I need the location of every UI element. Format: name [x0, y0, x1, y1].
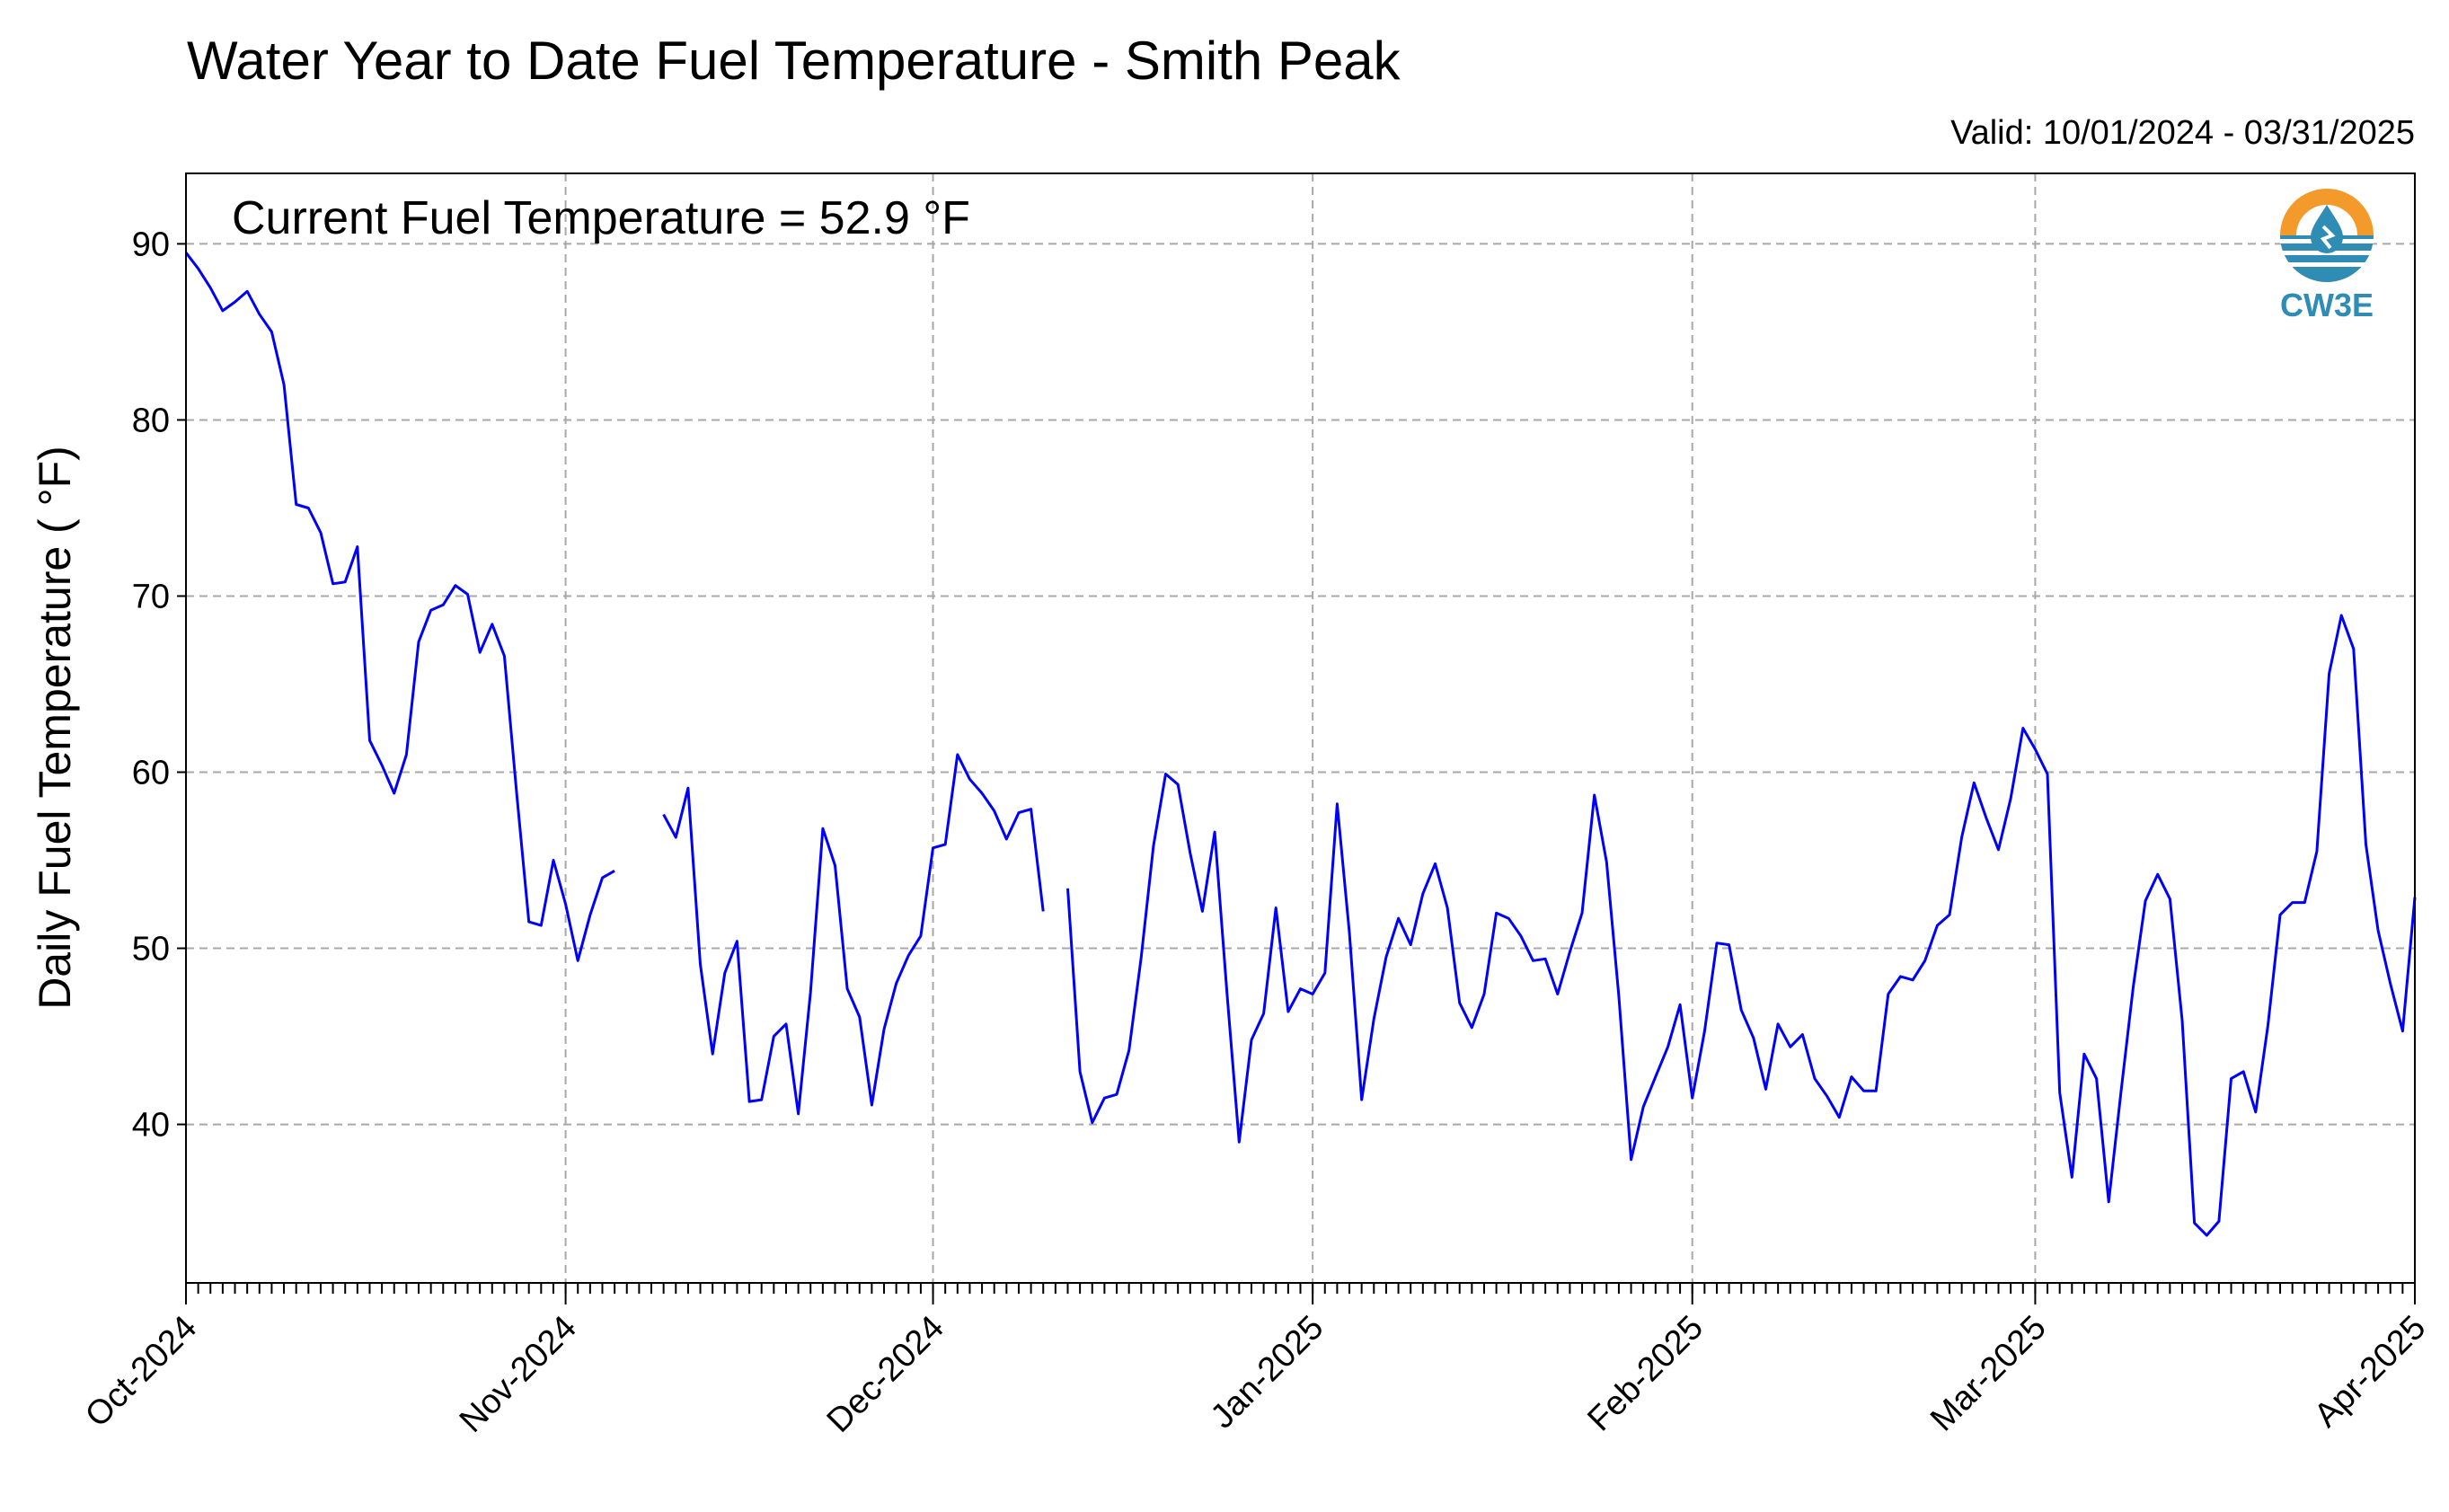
data-line-layer: [184, 252, 2417, 1237]
series-line-segment: [662, 753, 1045, 1116]
y-tick-label: 40: [132, 1107, 170, 1145]
x-ticks: Oct-2024 Nov-2024 Dec-2024 Jan-2025 Feb-2025…: [78, 1283, 2433, 1440]
plot-frame: [185, 172, 2416, 1284]
cw3e-logo-icon: [2280, 189, 2374, 282]
x-tick-label: Dec-2024: [820, 1309, 951, 1440]
y-axis-label: Daily Fuel Temperature ( °F): [30, 446, 80, 1010]
y-ticks: 40 50 60 70 80 90: [132, 225, 186, 1145]
x-tick-label: Mar-2025: [1923, 1309, 2054, 1439]
x-tick-label: Apr-2025: [2307, 1309, 2433, 1435]
x-tick-label: Feb-2025: [1580, 1309, 1711, 1439]
series-line-segment: [1066, 614, 2417, 1237]
grid: [186, 173, 2415, 1283]
cw3e-logo-text: CW3E: [2280, 287, 2374, 323]
x-tick-label: Jan-2025: [1204, 1309, 1331, 1437]
chart-title: Water Year to Date Fuel Temperature - Sm…: [187, 31, 1401, 91]
axes: [185, 172, 2416, 1284]
x-tick-label: Nov-2024: [453, 1309, 584, 1440]
current-value-annotation: Current Fuel Temperature = 52.9 °F: [232, 192, 970, 244]
y-tick-label: 90: [132, 225, 170, 263]
y-tick-label: 50: [132, 931, 170, 968]
y-tick-label: 80: [132, 402, 170, 439]
cw3e-logo: CW3E: [2280, 189, 2374, 323]
x-tick-label: Oct-2024: [78, 1309, 204, 1435]
series-line-segment: [184, 252, 615, 962]
y-tick-label: 60: [132, 755, 170, 792]
valid-range-subtitle: Valid: 10/01/2024 - 03/31/2025: [1950, 114, 2415, 152]
y-tick-label: 70: [132, 578, 170, 615]
